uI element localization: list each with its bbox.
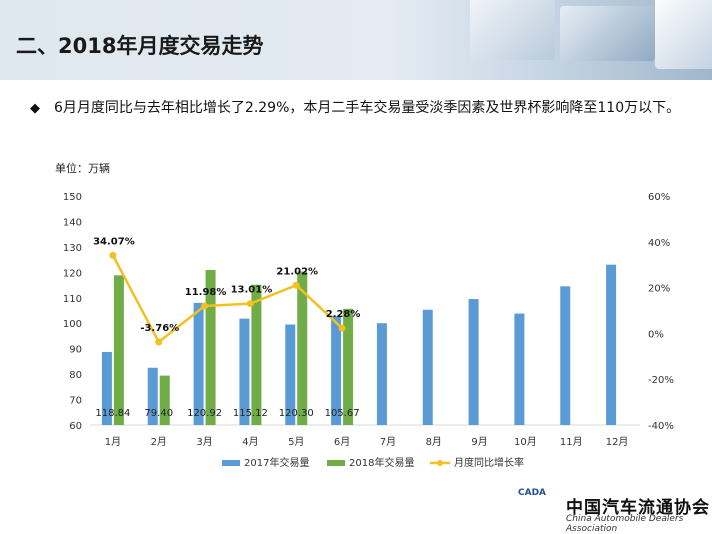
bar-2018 bbox=[159, 375, 170, 425]
summary-paragraph: ◆ 6月月度同比与去年相比增长了2.29%，本月二手车交易量受淡季因素及世界杯影… bbox=[30, 95, 690, 121]
x-tick-label: 11月 bbox=[560, 436, 583, 448]
bar-2017 bbox=[514, 313, 525, 425]
y-left-tick-label: 100 bbox=[63, 319, 82, 330]
bar-2018 bbox=[251, 284, 262, 425]
legend-label-2018: 2018年交易量 bbox=[349, 456, 414, 469]
page-title: 二、2018年月度交易走势 bbox=[16, 34, 264, 58]
legend-swatch-2017 bbox=[222, 460, 240, 466]
y-left-tick-label: 150 bbox=[63, 192, 82, 203]
y-right-tick-label: -40% bbox=[648, 421, 674, 432]
bar-2017 bbox=[560, 286, 571, 425]
bar-2018 bbox=[113, 275, 124, 425]
x-tick-label: 3月 bbox=[196, 436, 212, 448]
y-left-tick-label: 140 bbox=[63, 217, 82, 228]
bar-2017 bbox=[376, 323, 387, 425]
y-right-tick-label: 60% bbox=[648, 192, 670, 203]
bar-2018 bbox=[343, 308, 354, 425]
x-tick-label: 8月 bbox=[426, 436, 442, 448]
y-left-tick-label: 110 bbox=[63, 294, 82, 305]
growth-rate-label: 13.01% bbox=[231, 285, 273, 296]
growth-rate-point bbox=[201, 302, 209, 310]
bar-2018-value-label: 120.92 bbox=[187, 408, 222, 419]
x-tick-label: 5月 bbox=[288, 436, 304, 448]
y-right-tick-label: 40% bbox=[648, 238, 670, 249]
y-left-tick-label: 90 bbox=[69, 345, 82, 356]
bar-2018 bbox=[205, 269, 216, 425]
y-left-tick-label: 70 bbox=[69, 396, 82, 407]
bar-2017 bbox=[468, 299, 479, 425]
diamond-bullet-icon: ◆ bbox=[30, 101, 40, 116]
bar-2017 bbox=[101, 351, 112, 425]
y-right-tick-label: 0% bbox=[648, 329, 664, 340]
bar-2018-value-label: 105.67 bbox=[325, 408, 360, 419]
y-left-tick-label: 130 bbox=[63, 243, 82, 254]
x-tick-label: 10月 bbox=[514, 436, 537, 448]
x-tick-label: 1月 bbox=[105, 436, 121, 448]
decorative-cube bbox=[470, 0, 555, 60]
bar-2018 bbox=[297, 271, 308, 425]
y-right-tick-label: -20% bbox=[648, 375, 674, 386]
legend-swatch-growth-point bbox=[437, 460, 443, 466]
growth-rate-point bbox=[292, 281, 300, 289]
y-left-tick-label: 80 bbox=[69, 370, 82, 381]
bar-2018-value-label: 120.30 bbox=[279, 408, 314, 419]
x-tick-label: 7月 bbox=[380, 436, 396, 448]
bar-2017 bbox=[285, 324, 296, 425]
bar-2017 bbox=[606, 264, 617, 425]
x-tick-label: 2月 bbox=[151, 436, 167, 448]
x-tick-label: 6月 bbox=[334, 436, 350, 448]
legend-swatch-2018 bbox=[327, 460, 345, 466]
y-right-tick-label: 20% bbox=[648, 284, 670, 295]
growth-rate-point bbox=[109, 251, 117, 259]
x-tick-label: 4月 bbox=[242, 436, 258, 448]
growth-rate-point bbox=[246, 300, 254, 308]
bar-2018-value-label: 79.40 bbox=[144, 408, 173, 419]
bar-2017 bbox=[422, 309, 433, 425]
growth-rate-label: 2.28% bbox=[326, 309, 361, 320]
growth-rate-label: 11.98% bbox=[185, 287, 227, 298]
association-subtitle: China Automobile Dealers Association bbox=[566, 514, 684, 534]
bar-2017 bbox=[331, 316, 342, 425]
x-tick-label: 12月 bbox=[606, 436, 629, 448]
cada-logo-icon: CADA bbox=[518, 488, 547, 498]
growth-rate-line bbox=[111, 254, 343, 344]
decorative-cube bbox=[560, 6, 655, 61]
bar-2017 bbox=[147, 367, 158, 425]
bar-2018-value-label: 118.84 bbox=[95, 408, 130, 419]
growth-rate-label: 21.02% bbox=[276, 266, 318, 277]
y-left-tick-label: 120 bbox=[63, 268, 82, 279]
y-left-tick-label: 60 bbox=[69, 421, 82, 432]
growth-rate-label: 34.07% bbox=[93, 236, 135, 247]
growth-rate-label: -3.76% bbox=[140, 323, 179, 334]
association-name: 中国汽车流通协会 bbox=[566, 498, 710, 518]
unit-label: 单位：万辆 bbox=[55, 162, 110, 175]
growth-rate-point bbox=[155, 338, 163, 346]
legend-label-2017: 2017年交易量 bbox=[244, 456, 309, 469]
bar-2018-value-label: 115.12 bbox=[233, 408, 268, 419]
growth-rate-point bbox=[338, 324, 346, 332]
legend-label-growth: 月度同比增长率 bbox=[454, 456, 524, 469]
bar-2017 bbox=[193, 302, 204, 425]
summary-text: 6月月度同比与去年相比增长了2.29%，本月二手车交易量受淡季因素及世界杯影响降… bbox=[54, 100, 681, 116]
x-tick-label: 9月 bbox=[471, 436, 487, 448]
decorative-cube bbox=[655, 0, 712, 69]
bar-2017 bbox=[239, 318, 250, 425]
header-banner bbox=[0, 0, 712, 80]
